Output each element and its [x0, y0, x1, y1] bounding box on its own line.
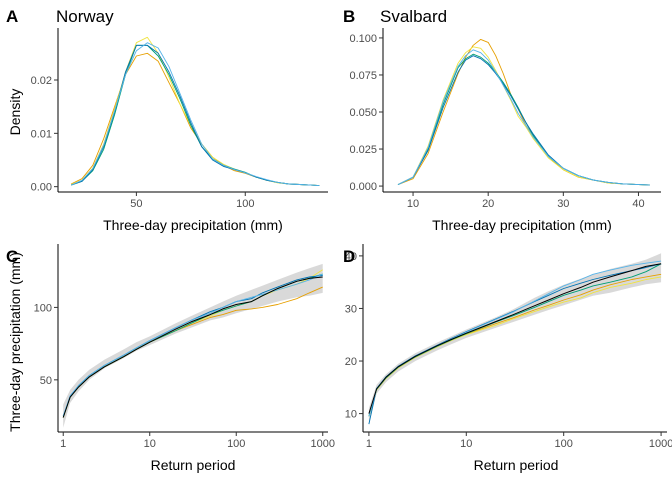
panel-letter-d: D — [343, 247, 355, 266]
panel-c-uncertainty-band — [63, 263, 323, 428]
x-axis-title-b: Three-day precipitation (mm) — [432, 217, 612, 233]
panel-b-y-tick-label: 0.100 — [349, 33, 377, 45]
plot-svalbard-density: 10 20 30 40 0.000 0.025 0.050 0.075 0.100 — [349, 28, 661, 210]
panel-b-x-tick-label: 10 — [407, 198, 419, 210]
panel-b-series-line-5 — [397, 49, 650, 186]
panel-c-x-tick-label: 1000 — [311, 438, 335, 450]
panel-b-x-tick-label: 20 — [482, 198, 494, 210]
x-axis-title-a: Three-day precipitation (mm) — [103, 217, 283, 233]
panel-d-x-tick-label: 1 — [366, 438, 372, 450]
x-axis-title-c: Return period — [151, 457, 236, 473]
panel-a-x-tick-label: 50 — [130, 198, 142, 210]
panel-a-y-tick-label: 0.01 — [31, 128, 52, 140]
plot-norway-return-period: 1 10 100 1000 50 100 — [34, 244, 335, 450]
plot-svalbard-return-period: 1 10 100 1000 10 20 30 40 — [345, 244, 672, 450]
y-axis-title-a: Density — [7, 89, 23, 136]
panel-d-y-tick-label: 40 — [345, 251, 357, 263]
panel-d-x-tick-label: 1000 — [649, 438, 672, 450]
panel-d-series-line-2 — [368, 276, 662, 417]
panel-c-x-tick-label: 10 — [144, 438, 156, 450]
panel-a-series-line-5 — [70, 42, 320, 187]
x-axis-title-d: Return period — [474, 457, 559, 473]
panel-c-series-line-6 — [62, 276, 323, 418]
panel-letter-a: A — [6, 7, 18, 26]
panel-b-y-tick-label: 0.050 — [349, 107, 377, 119]
panel-d-series-line-6 — [368, 263, 662, 414]
panel-d-uncertainty-band — [368, 253, 662, 425]
panel-letter-b: B — [343, 7, 355, 26]
panel-c-y-tick-label: 50 — [40, 375, 52, 387]
panel-d-y-tick-label: 30 — [345, 303, 357, 315]
panel-letter-c: C — [6, 247, 18, 266]
panel-b-y-tick-label: 0.025 — [349, 144, 377, 156]
panel-d-y-tick-label: 10 — [345, 409, 357, 421]
panel-b-y-tick-label: 0.000 — [349, 181, 377, 193]
panel-title-svalbard: Svalbard — [380, 7, 447, 26]
panel-a-y-tick-label: 0.02 — [31, 75, 52, 87]
panel-a-y-tick-label: 0.00 — [31, 182, 52, 194]
panel-c-x-tick-label: 100 — [227, 438, 245, 450]
panel-c-x-tick-label: 1 — [60, 438, 66, 450]
panel-b-x-tick-label: 30 — [557, 198, 569, 210]
panel-b-y-tick-label: 0.075 — [349, 70, 377, 82]
panel-a-x-tick-label: 100 — [236, 198, 254, 210]
panel-b-x-tick-label: 40 — [632, 198, 644, 210]
plot-norway-density: 50 100 0.00 0.01 0.02 — [31, 28, 328, 210]
panel-c-series-line-5 — [62, 273, 323, 417]
y-axis-title-c: Three-day precipitation (mm) — [7, 252, 23, 432]
panel-c-y-tick-label: 100 — [34, 302, 52, 314]
panel-d-y-tick-label: 20 — [345, 356, 357, 368]
panel-title-norway: Norway — [56, 7, 114, 26]
panel-d-x-tick-label: 10 — [460, 438, 472, 450]
panel-d-x-tick-label: 100 — [555, 438, 573, 450]
